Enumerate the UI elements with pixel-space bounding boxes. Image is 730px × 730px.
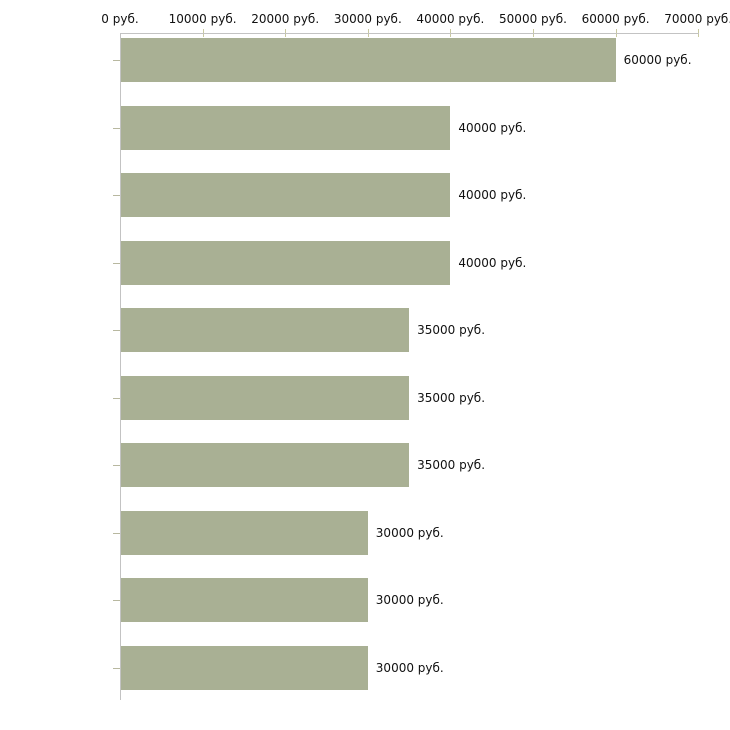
value-label: 30000 руб. xyxy=(375,525,444,540)
x-axis-tick-label: 20000 руб. xyxy=(251,12,320,26)
value-label: 30000 руб. xyxy=(375,593,444,608)
bar xyxy=(121,375,410,420)
bar xyxy=(121,443,410,488)
x-axis-line xyxy=(120,33,700,34)
value-label: 40000 руб. xyxy=(458,120,527,135)
category-tick xyxy=(113,262,120,264)
category-tick xyxy=(113,532,120,534)
x-axis-tick-label: 50000 руб. xyxy=(499,12,567,26)
value-label: 30000 руб. xyxy=(375,660,444,675)
value-label: 40000 руб. xyxy=(458,188,527,203)
x-axis-tick-label: 10000 руб. xyxy=(168,12,237,26)
bar xyxy=(121,645,368,690)
x-axis-tick-label: 60000 руб. xyxy=(581,12,650,26)
y-axis-line xyxy=(120,33,121,700)
category-tick xyxy=(113,397,120,399)
bar xyxy=(121,308,410,353)
value-label: 40000 руб. xyxy=(458,255,527,270)
bar xyxy=(121,578,368,623)
x-axis-tick-label: 0 руб. xyxy=(101,12,139,26)
value-label: 35000 руб. xyxy=(417,323,486,338)
x-axis-tick-label: 40000 руб. xyxy=(416,12,485,26)
bar xyxy=(121,38,616,82)
x-axis-tick-label: 30000 руб. xyxy=(333,12,402,26)
value-label: 35000 руб. xyxy=(417,390,486,405)
category-tick xyxy=(113,465,120,467)
bar xyxy=(121,173,451,218)
bar xyxy=(121,105,451,150)
bar xyxy=(121,240,451,285)
category-tick xyxy=(113,195,120,197)
category-tick xyxy=(113,60,120,61)
bar xyxy=(121,510,368,555)
category-tick xyxy=(113,330,120,332)
category-tick xyxy=(113,667,120,669)
value-label: 60000 руб. xyxy=(623,53,692,67)
value-label: 35000 руб. xyxy=(417,458,486,473)
category-tick xyxy=(113,600,120,602)
category-tick xyxy=(113,127,120,129)
x-axis-tick-label: 70000 руб. xyxy=(664,12,730,26)
